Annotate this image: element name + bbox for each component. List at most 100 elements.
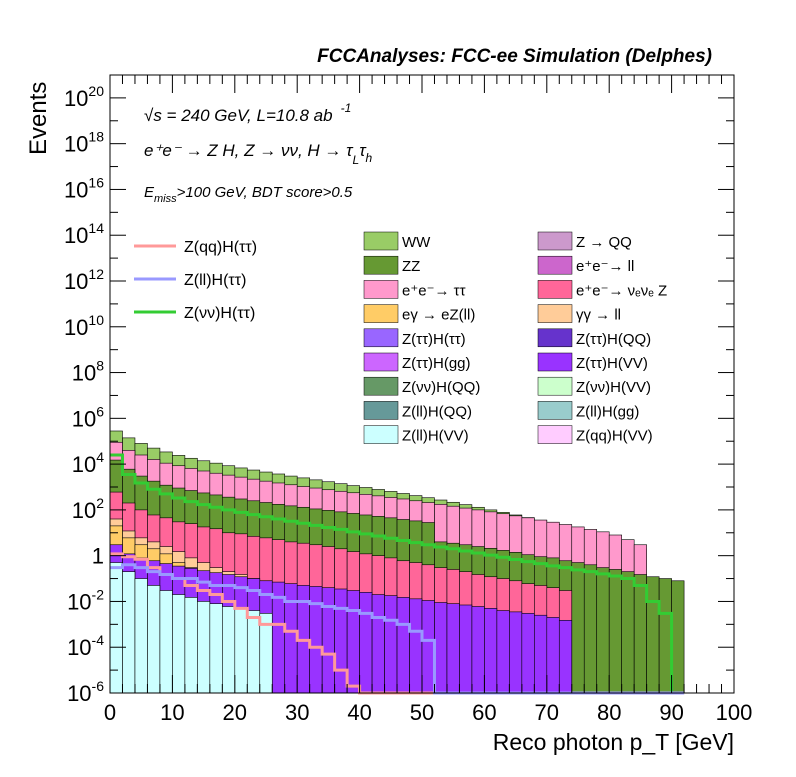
bar-ZZ-43 — [646, 576, 660, 694]
legend-box-swatch-15 — [537, 401, 573, 420]
bar-ZZ-39 — [596, 567, 610, 694]
y-tick-label-11: 1016 — [64, 174, 104, 202]
bar-ZZ-38 — [583, 564, 598, 694]
legend-box-label-12: Z(νν)H(QQ) — [402, 379, 480, 396]
bar-Ztt_HVV-31 — [496, 610, 510, 694]
x-tick-label-6: 60 — [472, 700, 496, 725]
legend-box-label-6: eγ → eZ(ll) — [402, 307, 475, 324]
bar-Zll_HVV-0 — [109, 562, 123, 694]
bar-Ztt_HVV-20 — [359, 592, 373, 694]
bar-Ztt_HVV-26 — [434, 602, 448, 694]
bar-Zll_HVV-6 — [184, 597, 198, 694]
bar-Zll_HVV-5 — [172, 594, 186, 694]
legend-box-entry-7: γγ → ll — [537, 304, 621, 324]
legend-box-label-2: ZZ — [402, 258, 420, 275]
energy-exponent: -1 — [341, 101, 352, 115]
y-tick-label-4: 102 — [72, 495, 104, 523]
legend-box-entry-4: e⁺e⁻→ ττ — [363, 280, 466, 299]
bar-ZZ-41 — [621, 571, 635, 694]
legend-box-label-5: e⁺e⁻→ νₑνₑ Z — [576, 282, 667, 299]
legend-box-swatch-5 — [537, 280, 573, 299]
bar-Ztt_HVV-17 — [321, 587, 335, 694]
legend-box-entry-11: Z(ττ)H(VV) — [537, 352, 648, 372]
legend-box-entry-5: e⁺e⁻→ νₑνₑ Z — [537, 280, 667, 299]
x-tick-label-10: 100 — [716, 700, 753, 725]
legend-box-label-17: Z(qq)H(VV) — [576, 428, 653, 445]
process-subscript-2: h — [366, 151, 373, 165]
bar-Ztt_HVV-30 — [484, 608, 498, 694]
legend-box-entry-12: Z(νν)H(QQ) — [363, 376, 480, 396]
x-tick-label-7: 70 — [535, 700, 559, 725]
bar-Zll_HVV-8 — [209, 603, 223, 694]
y-tick-label-2: 10-2 — [67, 586, 104, 614]
legend-box-label-9: Z(ττ)H(QQ) — [576, 331, 651, 348]
legend-line-entry-2: Z(νν)H(ττ) — [134, 305, 255, 322]
legend-line-label-2: Z(νν)H(ττ) — [184, 305, 255, 322]
bar-ZZ-45 — [671, 580, 685, 694]
legend-box-entry-9: Z(ττ)H(QQ) — [537, 328, 651, 348]
x-tick-label-1: 10 — [160, 700, 184, 725]
legend-box-swatch-6 — [363, 304, 399, 323]
x-tick-label-5: 50 — [410, 700, 434, 725]
legend-box-label-4: e⁺e⁻→ ττ — [402, 282, 466, 299]
bar-Zll_HVV-9 — [222, 606, 236, 694]
legend-line-entry-0: Z(qq)H(ττ) — [134, 239, 257, 256]
bar-Ztt_HVV-33 — [521, 613, 535, 694]
bar-Ztt_HVV-35 — [546, 617, 560, 694]
y-tick-label-13: 1020 — [64, 83, 104, 111]
legend-box-swatch-1 — [537, 231, 573, 251]
process-tau: τ — [359, 141, 367, 160]
bar-Ztt_HVV-29 — [471, 606, 485, 694]
energy-text: √s = 240 GeV, L=10.8 ab — [144, 106, 333, 125]
legend-box-swatch-4 — [363, 280, 399, 299]
legend-box-label-16: Z(ll)H(VV) — [402, 428, 469, 445]
y-tick-label-3: 1 — [92, 544, 104, 569]
legend-box-label-13: Z(νν)H(VV) — [576, 379, 651, 396]
legend-line-label-1: Z(ll)H(ττ) — [184, 272, 246, 289]
bar-ZZ-44 — [658, 578, 672, 694]
bar-ZZ-42 — [633, 574, 647, 694]
bar-Ztt_HVV-32 — [509, 611, 523, 694]
legend-box-swatch-0 — [363, 231, 399, 251]
legend-box-swatch-7 — [537, 304, 573, 323]
legend-box-entry-1: Z → QQ — [537, 231, 632, 251]
x-tick-label-0: 0 — [104, 700, 116, 725]
bar-Zll_HVV-4 — [159, 590, 173, 694]
cut-subscript: miss — [154, 193, 177, 205]
legend-box-label-11: Z(ττ)H(VV) — [576, 355, 648, 372]
bar-Zll_HVV-3 — [147, 585, 161, 694]
legend-box-swatch-3 — [537, 255, 573, 275]
x-tick-label-3: 30 — [285, 700, 309, 725]
y-tick-label-5: 104 — [72, 449, 104, 477]
legend-box-swatch-13 — [537, 376, 573, 396]
stack-layer-Zll_HVV — [109, 562, 273, 694]
legend: Z(qq)H(ττ) Z(ll)H(ττ) Z(νν)H(ττ) WW Z → QQ ZZ… — [134, 231, 667, 445]
legend-box-label-15: Z(ll)H(gg) — [576, 403, 639, 420]
bar-Ztt_HVV-23 — [396, 597, 410, 694]
legend-box-entry-14: Z(ll)H(QQ) — [363, 401, 472, 420]
legend-box-entry-10: Z(ττ)H(gg) — [363, 352, 471, 372]
legend-box-entry-13: Z(νν)H(VV) — [537, 376, 651, 396]
legend-line-entry-1: Z(ll)H(ττ) — [134, 272, 246, 289]
energy-annotation: √s = 240 GeV, L=10.8 ab -1 — [144, 101, 351, 125]
legend-box-swatch-16 — [363, 425, 399, 444]
legend-line-label-0: Z(qq)H(ττ) — [184, 239, 257, 256]
y-tick-label-1: 10-4 — [67, 632, 104, 660]
bar-Ztt_HVV-24 — [409, 598, 423, 694]
legend-box-label-1: Z → QQ — [576, 234, 632, 251]
legend-box-swatch-11 — [537, 352, 573, 372]
bar-Ztt_HVV-22 — [384, 595, 398, 694]
legend-box-entry-16: Z(ll)H(VV) — [363, 425, 469, 445]
process-subscript-1: L — [353, 153, 360, 167]
bar-Zll_HVV-1 — [122, 571, 136, 694]
y-tick-label-0: 10-6 — [67, 678, 104, 706]
bar-Zll_HVV-11 — [246, 610, 261, 694]
legend-box-entry-8: Z(ττ)H(ττ) — [363, 328, 466, 348]
x-axis-label: Reco photon p_T [GeV] — [493, 729, 734, 755]
x-tick-label-4: 40 — [347, 700, 371, 725]
legend-box-swatch-14 — [363, 401, 399, 420]
bar-Ztt_HVV-36 — [558, 619, 573, 694]
legend-box-label-7: γγ → ll — [576, 307, 621, 324]
x-tick-label-8: 80 — [597, 700, 621, 725]
